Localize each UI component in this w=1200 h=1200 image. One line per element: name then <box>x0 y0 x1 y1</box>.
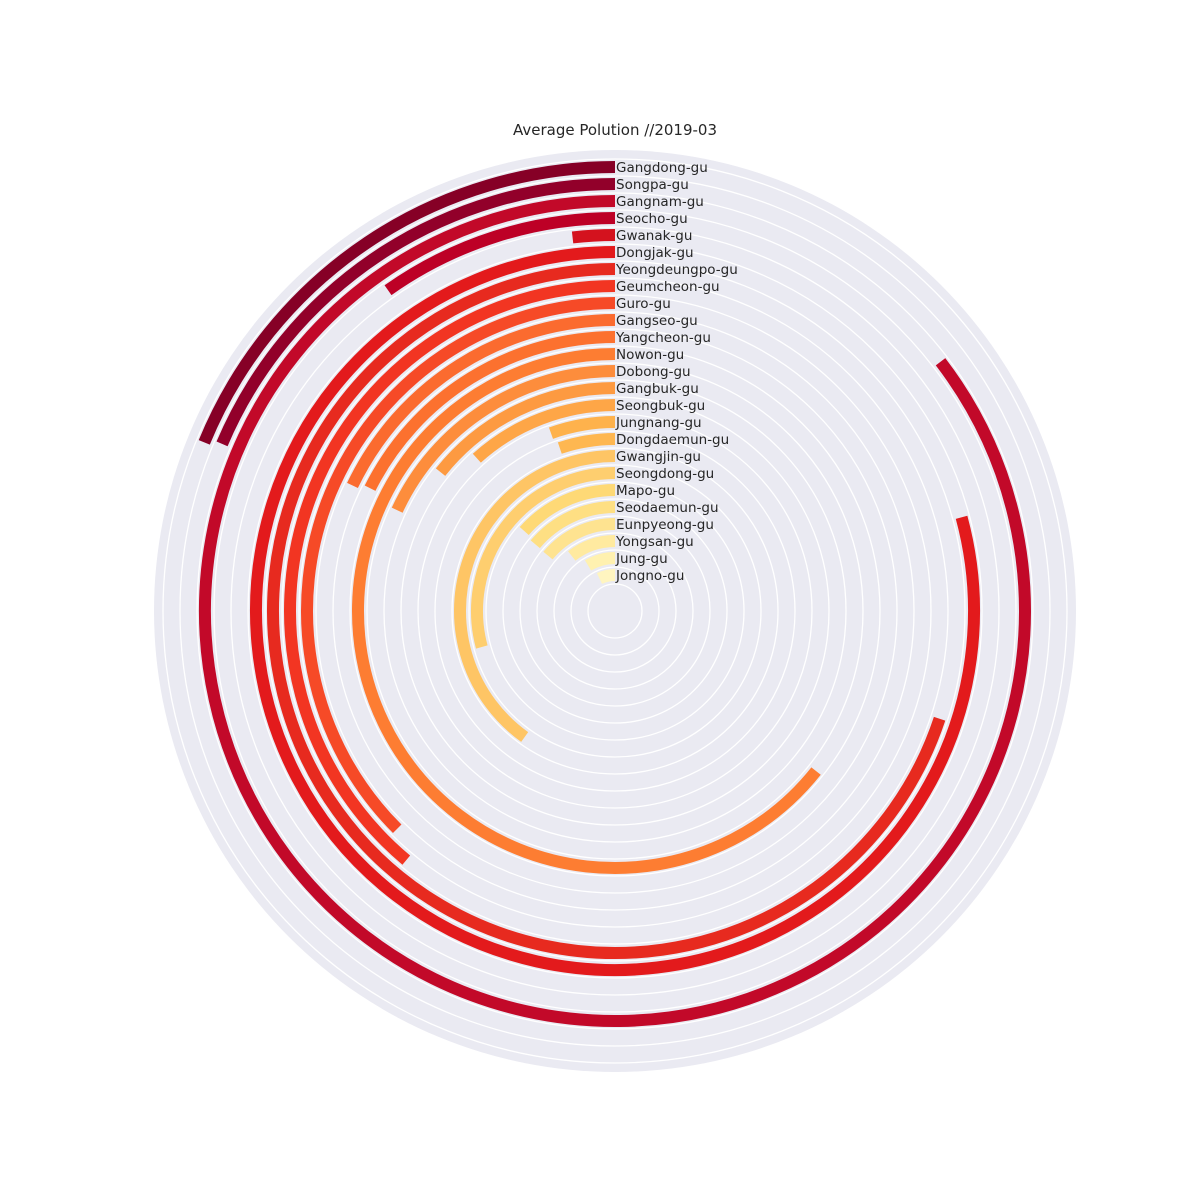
label-seongbuk-gu: Seongbuk-gu <box>616 398 705 414</box>
label-seongdong-gu: Seongdong-gu <box>616 466 714 482</box>
label-jungnang-gu: Jungnang-gu <box>615 415 702 431</box>
label-guro-gu: Guro-gu <box>616 296 671 312</box>
bar-gwanak-gu <box>573 235 615 237</box>
label-dongdaemun-gu: Dongdaemun-gu <box>616 432 729 448</box>
label-yeongdeungpo-gu: Yeongdeungpo-gu <box>615 262 738 278</box>
label-dongjak-gu: Dongjak-gu <box>616 245 694 261</box>
label-gangseo-gu: Gangseo-gu <box>616 313 698 329</box>
label-gangdong-gu: Gangdong-gu <box>616 160 708 176</box>
label-gwanak-gu: Gwanak-gu <box>616 228 692 244</box>
bar-jongno-gu <box>599 575 615 579</box>
label-seodaemun-gu: Seodaemun-gu <box>616 500 719 516</box>
label-songpa-gu: Songpa-gu <box>616 177 689 193</box>
label-gangnam-gu: Gangnam-gu <box>616 194 704 210</box>
label-seocho-gu: Seocho-gu <box>616 211 688 227</box>
label-mapo-gu: Mapo-gu <box>616 483 675 499</box>
label-dobong-gu: Dobong-gu <box>616 364 691 380</box>
label-yangcheon-gu: Yangcheon-gu <box>615 330 711 346</box>
label-gangbuk-gu: Gangbuk-gu <box>616 381 699 397</box>
label-geumcheon-gu: Geumcheon-gu <box>616 279 720 295</box>
label-eunpyeong-gu: Eunpyeong-gu <box>616 517 714 533</box>
label-jongno-gu: Jongno-gu <box>615 568 684 584</box>
label-nowon-gu: Nowon-gu <box>616 347 684 363</box>
chart-title: Average Polution //2019-03 <box>513 121 717 139</box>
label-gwangjin-gu: Gwangjin-gu <box>616 449 701 465</box>
label-yongsan-gu: Yongsan-gu <box>615 534 694 550</box>
label-jung-gu: Jung-gu <box>615 551 668 567</box>
